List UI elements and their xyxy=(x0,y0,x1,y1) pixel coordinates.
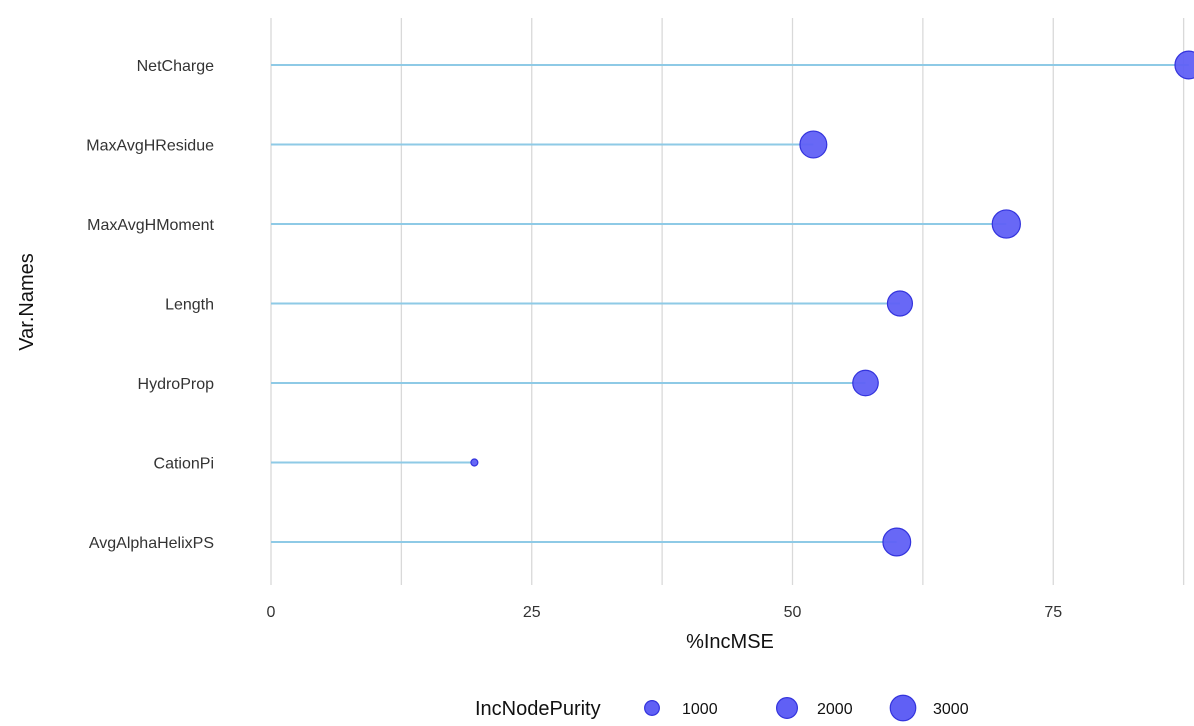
x-axis-title: %IncMSE xyxy=(686,631,774,653)
y-tick-label: AvgAlphaHelixPS xyxy=(89,535,214,552)
y-axis-title: Var.Names xyxy=(16,253,38,350)
x-tick-labels: 0 25 50 75 xyxy=(267,604,1063,621)
y-tick-label: Length xyxy=(165,297,214,314)
y-tick-label: NetCharge xyxy=(137,58,214,75)
data-point xyxy=(1174,50,1194,80)
y-tick-label: CationPi xyxy=(154,456,214,473)
point-layer xyxy=(470,50,1194,557)
y-tick-label: HydroProp xyxy=(138,376,215,393)
y-tick-label: MaxAvgHResidue xyxy=(86,138,214,155)
x-tick-label: 50 xyxy=(784,604,802,621)
x-tick-label: 0 xyxy=(267,604,276,621)
legend-label: 1000 xyxy=(682,701,718,718)
data-point xyxy=(886,290,914,317)
data-point xyxy=(882,527,912,557)
y-tick-label: MaxAvgHMoment xyxy=(87,217,214,234)
legend-label: 3000 xyxy=(933,701,969,718)
grid-layer xyxy=(270,18,1185,585)
y-tick-labels: NetCharge MaxAvgHResidue MaxAvgHMoment Leng… xyxy=(86,58,214,552)
data-point xyxy=(799,130,828,159)
legend-key xyxy=(889,694,917,722)
x-tick-label: 25 xyxy=(523,604,541,621)
legend: IncNodePurity 1000 2000 3000 xyxy=(475,694,969,722)
legend-title: IncNodePurity xyxy=(475,698,601,720)
data-point xyxy=(991,209,1021,239)
x-tick-label: 75 xyxy=(1044,604,1062,621)
legend-key xyxy=(644,700,660,716)
legend-key xyxy=(775,696,799,720)
segment-layer xyxy=(271,64,1189,543)
legend-label: 2000 xyxy=(817,701,853,718)
data-point xyxy=(852,369,879,397)
data-point xyxy=(470,458,479,467)
